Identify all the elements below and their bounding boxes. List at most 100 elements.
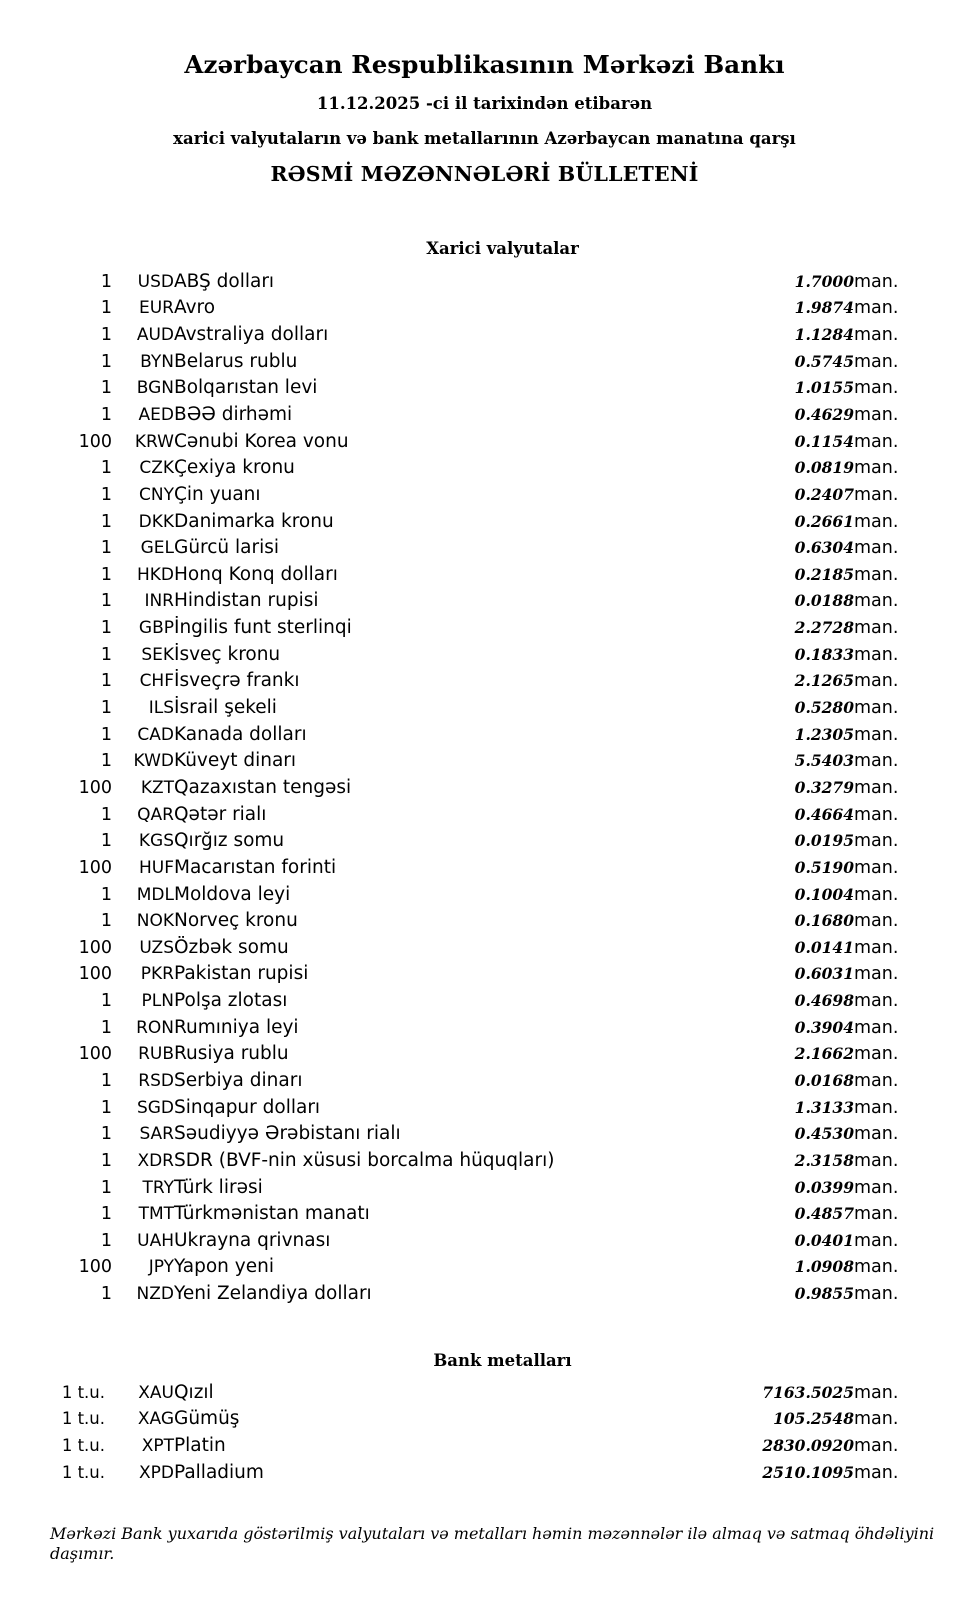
- quantity-cell: 100: [78, 964, 112, 985]
- currency-row: 1 CHF İsveçrə frankı 2.1265 man.: [0, 670, 969, 697]
- currency-code-cell: GEL: [140, 538, 174, 559]
- unit-label-cell: man.: [854, 271, 899, 292]
- currency-code-cell: PLN: [141, 991, 174, 1012]
- currency-row: 1 SGD Sinqapur dolları 1.3133 man.: [0, 1097, 969, 1124]
- section-heading-currencies: Xarici valyutalar: [426, 238, 579, 258]
- exchange-rate-cell: 0.4629: [794, 404, 854, 424]
- exchange-rate-cell: 0.9855: [794, 1284, 854, 1304]
- currency-row: 1 SAR Səudiyyə Ərəbistanı rialı 0.4530 man.: [0, 1123, 969, 1150]
- currency-code-cell: DKK: [138, 511, 174, 532]
- exchange-rate-cell: 0.4530: [794, 1124, 854, 1144]
- quantity-cell: 1 t.u.: [61, 1436, 105, 1456]
- currency-code-cell: CAD: [137, 724, 174, 745]
- unit-label-cell: man.: [854, 1150, 899, 1171]
- currency-code-cell: NZD: [136, 1284, 174, 1305]
- quantity-cell: 1: [100, 804, 112, 825]
- currency-name-cell: Yeni Zelandiya dolları: [174, 1283, 372, 1305]
- currency-code-cell: CHF: [139, 671, 174, 692]
- currency-code-cell: BYN: [140, 351, 174, 372]
- currency-code-cell: SEK: [141, 644, 174, 665]
- currency-row: 1 HKD Honq Konq dolları 0.2185 man.: [0, 564, 969, 591]
- currency-name-cell: Ukrayna qrivnası: [174, 1229, 331, 1251]
- unit-label-cell: man.: [854, 378, 899, 399]
- exchange-rate-cell: 2.1265: [794, 671, 854, 691]
- currency-code-cell: RUB: [138, 1044, 174, 1065]
- unit-label-cell: man.: [854, 857, 899, 878]
- currency-name-cell: Honq Konq dolları: [174, 563, 338, 585]
- currency-code-cell: GBP: [138, 618, 174, 639]
- currency-name-cell: SDR (BVF-nin xüsusi borcalma hüquqları): [174, 1149, 555, 1171]
- quantity-cell: 100: [78, 857, 112, 878]
- currency-row: 1 KGS Qırğız somu 0.0195 man.: [0, 830, 969, 857]
- currency-name-cell: İsveç kronu: [174, 643, 281, 665]
- currency-name-cell: Qızıl: [174, 1381, 214, 1403]
- exchange-rate-cell: 2830.0920: [762, 1436, 854, 1456]
- unit-label-cell: man.: [854, 1044, 899, 1065]
- currency-row: 1 TRY Türk lirəsi 0.0399 man.: [0, 1177, 969, 1204]
- unit-label-cell: man.: [854, 1124, 899, 1145]
- exchange-rate-cell: 0.0401: [794, 1230, 854, 1250]
- currency-row: 1 AUD Avstraliya dolları 1.1284 man.: [0, 324, 969, 351]
- exchange-rate-cell: 2.1662: [794, 1044, 854, 1064]
- currency-row: 100 KRW Cənubi Korea vonu 0.1154 man.: [0, 431, 969, 458]
- quantity-cell: 1: [100, 484, 112, 505]
- currency-code-cell: UAH: [137, 1230, 174, 1251]
- currency-code-cell: SGD: [136, 1097, 174, 1118]
- exchange-rate-cell: 2.2728: [794, 618, 854, 638]
- quantity-cell: 1: [100, 404, 112, 425]
- currency-code-cell: TRY: [142, 1177, 175, 1198]
- quantity-cell: 1: [100, 271, 112, 292]
- quantity-cell: 1: [100, 724, 112, 745]
- exchange-rate-cell: 5.5403: [794, 751, 854, 771]
- quantity-cell: 1: [100, 458, 112, 479]
- currency-row: 1 RSD Serbiya dinarı 0.0168 man.: [0, 1070, 969, 1097]
- currency-row: 1 TMT Türkmənistan manatı 0.4857 man.: [0, 1203, 969, 1230]
- exchange-rate-cell: 1.0155: [794, 378, 854, 398]
- quantity-cell: 1: [100, 1284, 112, 1305]
- exchange-rate-cell: 1.7000: [794, 271, 854, 291]
- exchange-rate-cell: 1.1284: [794, 325, 854, 345]
- exchange-rate-cell: 0.1004: [794, 884, 854, 904]
- currency-name-cell: Danimarka kronu: [174, 510, 334, 532]
- currency-code-cell: RON: [136, 1017, 174, 1038]
- currency-name-cell: Macarıstan forinti: [174, 856, 337, 878]
- currency-name-cell: Cənubi Korea vonu: [174, 430, 349, 452]
- currency-name-cell: Avro: [174, 297, 216, 319]
- currency-name-cell: Qazaxıstan tengəsi: [174, 776, 352, 798]
- metal-row: 1 t.u. XPD Palladium 2510.1095 man.: [0, 1462, 969, 1489]
- unit-label-cell: man.: [854, 1436, 899, 1457]
- quantity-cell: 100: [78, 937, 112, 958]
- unit-label-cell: man.: [854, 964, 899, 985]
- quantity-cell: 100: [78, 777, 112, 798]
- currency-code-cell: CZK: [139, 458, 174, 479]
- exchange-rate-cell: 1.3133: [794, 1097, 854, 1117]
- currency-name-cell: Palladium: [174, 1461, 264, 1483]
- quantity-cell: 100: [78, 431, 112, 452]
- unit-label-cell: man.: [854, 644, 899, 665]
- currency-name-cell: BƏƏ dirhəmi: [174, 403, 293, 425]
- exchange-rate-cell: 0.1154: [794, 431, 854, 451]
- unit-label-cell: man.: [854, 591, 899, 612]
- unit-label-cell: man.: [854, 1284, 899, 1305]
- currency-row: 1 EUR Avro 1.9874 man.: [0, 297, 969, 324]
- quantity-cell: 1: [100, 911, 112, 932]
- exchange-rate-cell: 0.2185: [794, 564, 854, 584]
- exchange-rate-cell: 0.4664: [794, 804, 854, 824]
- unit-label-cell: man.: [854, 564, 899, 585]
- unit-label-cell: man.: [854, 1177, 899, 1198]
- unit-label-cell: man.: [854, 671, 899, 692]
- currency-row: 1 GBP İngilis funt sterlinqi 2.2728 man.: [0, 617, 969, 644]
- currency-name-cell: Belarus rublu: [174, 350, 298, 372]
- currency-row: 100 HUF Macarıstan forinti 0.5190 man.: [0, 857, 969, 884]
- exchange-rate-cell: 0.0141: [794, 937, 854, 957]
- unit-label-cell: man.: [854, 724, 899, 745]
- exchange-rate-cell: 0.6304: [794, 538, 854, 558]
- exchange-rate-cell: 0.0399: [794, 1177, 854, 1197]
- quantity-cell: 1: [100, 351, 112, 372]
- currency-code-cell: MDL: [136, 884, 174, 905]
- currency-code-cell: SAR: [139, 1124, 174, 1145]
- currency-row: 1 RON Rumıniya leyi 0.3904 man.: [0, 1017, 969, 1044]
- currency-name-cell: İsveçrə frankı: [174, 670, 300, 692]
- exchange-rate-cell: 2.3158: [794, 1150, 854, 1170]
